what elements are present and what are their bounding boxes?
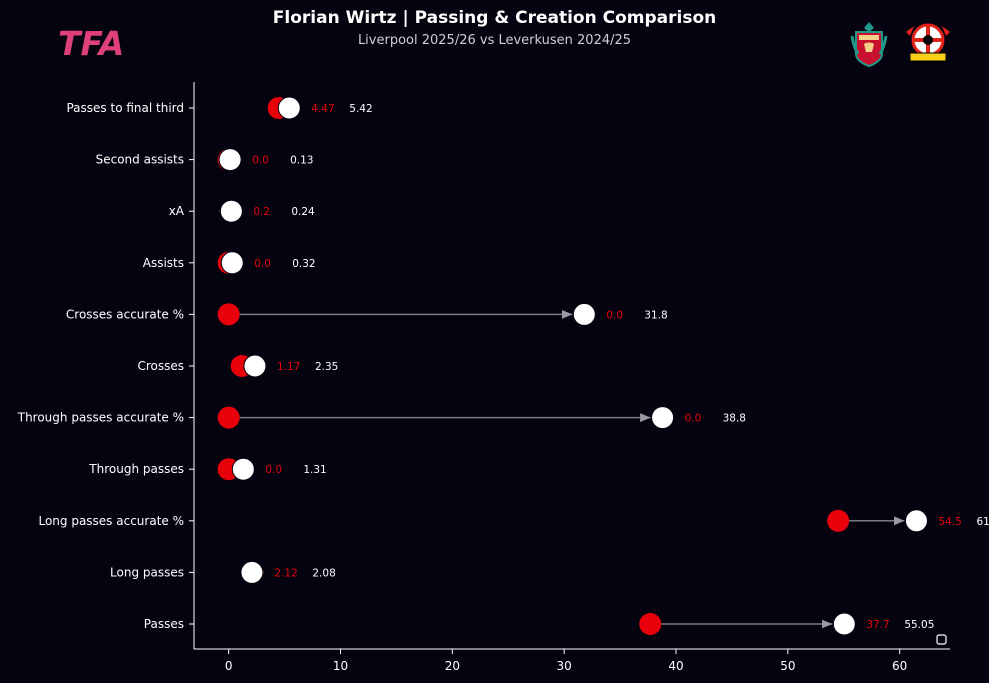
liverpool-value-label: 0.2	[253, 206, 270, 218]
liverpool-value-label: 54.5	[938, 516, 961, 528]
leverkusen-value-label: 31.8	[644, 309, 667, 321]
x-tick-label: 40	[668, 659, 683, 673]
category-label: xA	[169, 204, 185, 218]
x-tick-label: 10	[333, 659, 348, 673]
liverpool-crest-icon	[850, 20, 888, 72]
liverpool-value-label: 0.0	[254, 258, 271, 270]
liverpool-value-label: 0.0	[685, 413, 702, 425]
leverkusen-point	[651, 406, 675, 430]
svg-text:TFA: TFA	[58, 26, 124, 58]
leverkusen-value-label: 2.35	[315, 361, 338, 373]
leverkusen-point	[277, 96, 301, 120]
x-tick-label: 50	[780, 659, 795, 673]
liverpool-point	[217, 303, 240, 326]
liverpool-value-label: 0.0	[265, 464, 282, 476]
x-tick-label: 0	[225, 659, 233, 673]
leverkusen-point	[832, 612, 856, 636]
liverpool-value-label: 0.0	[252, 155, 269, 167]
liverpool-point	[827, 509, 850, 532]
leverkusen-point	[220, 251, 244, 275]
liverpool-value-label: 1.17	[277, 361, 300, 373]
leverkusen-value-label: 1.31	[303, 464, 326, 476]
chart-subtitle: Liverpool 2025/26 vs Leverkusen 2024/25	[357, 33, 632, 48]
x-tick-label: 30	[557, 659, 572, 673]
leverkusen-point	[219, 199, 243, 223]
liverpool-value-label: 2.12	[274, 567, 297, 579]
category-label: Long passes	[110, 565, 184, 579]
category-label: Passes to final third	[66, 101, 184, 115]
category-label: Crosses	[137, 359, 184, 373]
leverkusen-crest-icon	[904, 22, 952, 68]
category-label: Long passes accurate %	[38, 514, 184, 528]
category-label: Passes	[144, 617, 184, 631]
liverpool-point	[217, 406, 240, 429]
leverkusen-value-label: 0.32	[292, 258, 315, 270]
leverkusen-point	[231, 457, 255, 481]
category-label: Second assists	[96, 153, 184, 167]
category-label: Through passes accurate %	[17, 411, 184, 425]
leverkusen-value-label: 38.8	[723, 413, 746, 425]
leverkusen-point	[243, 354, 267, 378]
x-tick-label: 60	[892, 659, 907, 673]
category-label: Through passes	[88, 462, 184, 476]
liverpool-value-label: 37.7	[866, 619, 889, 631]
leverkusen-value-label: 61.5	[976, 516, 989, 528]
leverkusen-point	[240, 560, 264, 584]
leverkusen-value-label: 0.13	[290, 155, 313, 167]
leverkusen-value-label: 2.08	[312, 567, 335, 579]
leverkusen-point	[572, 302, 596, 326]
leverkusen-value-label: 0.24	[291, 206, 315, 218]
chart-title: Florian Wirtz | Passing & Creation Compa…	[272, 8, 717, 28]
leverkusen-value-label: 55.05	[904, 619, 934, 631]
x-tick-label: 20	[445, 659, 460, 673]
leverkusen-point	[218, 148, 242, 172]
legend-box-icon	[936, 634, 947, 645]
category-label: Crosses accurate %	[66, 307, 184, 321]
category-label: Assists	[143, 256, 184, 270]
liverpool-value-label: 4.47	[311, 103, 334, 115]
liverpool-value-label: 0.0	[606, 309, 623, 321]
liverpool-point	[639, 613, 662, 635]
leverkusen-value-label: 5.42	[349, 103, 372, 115]
tfa-logo: TFA	[58, 24, 128, 63]
leverkusen-point	[904, 509, 928, 533]
